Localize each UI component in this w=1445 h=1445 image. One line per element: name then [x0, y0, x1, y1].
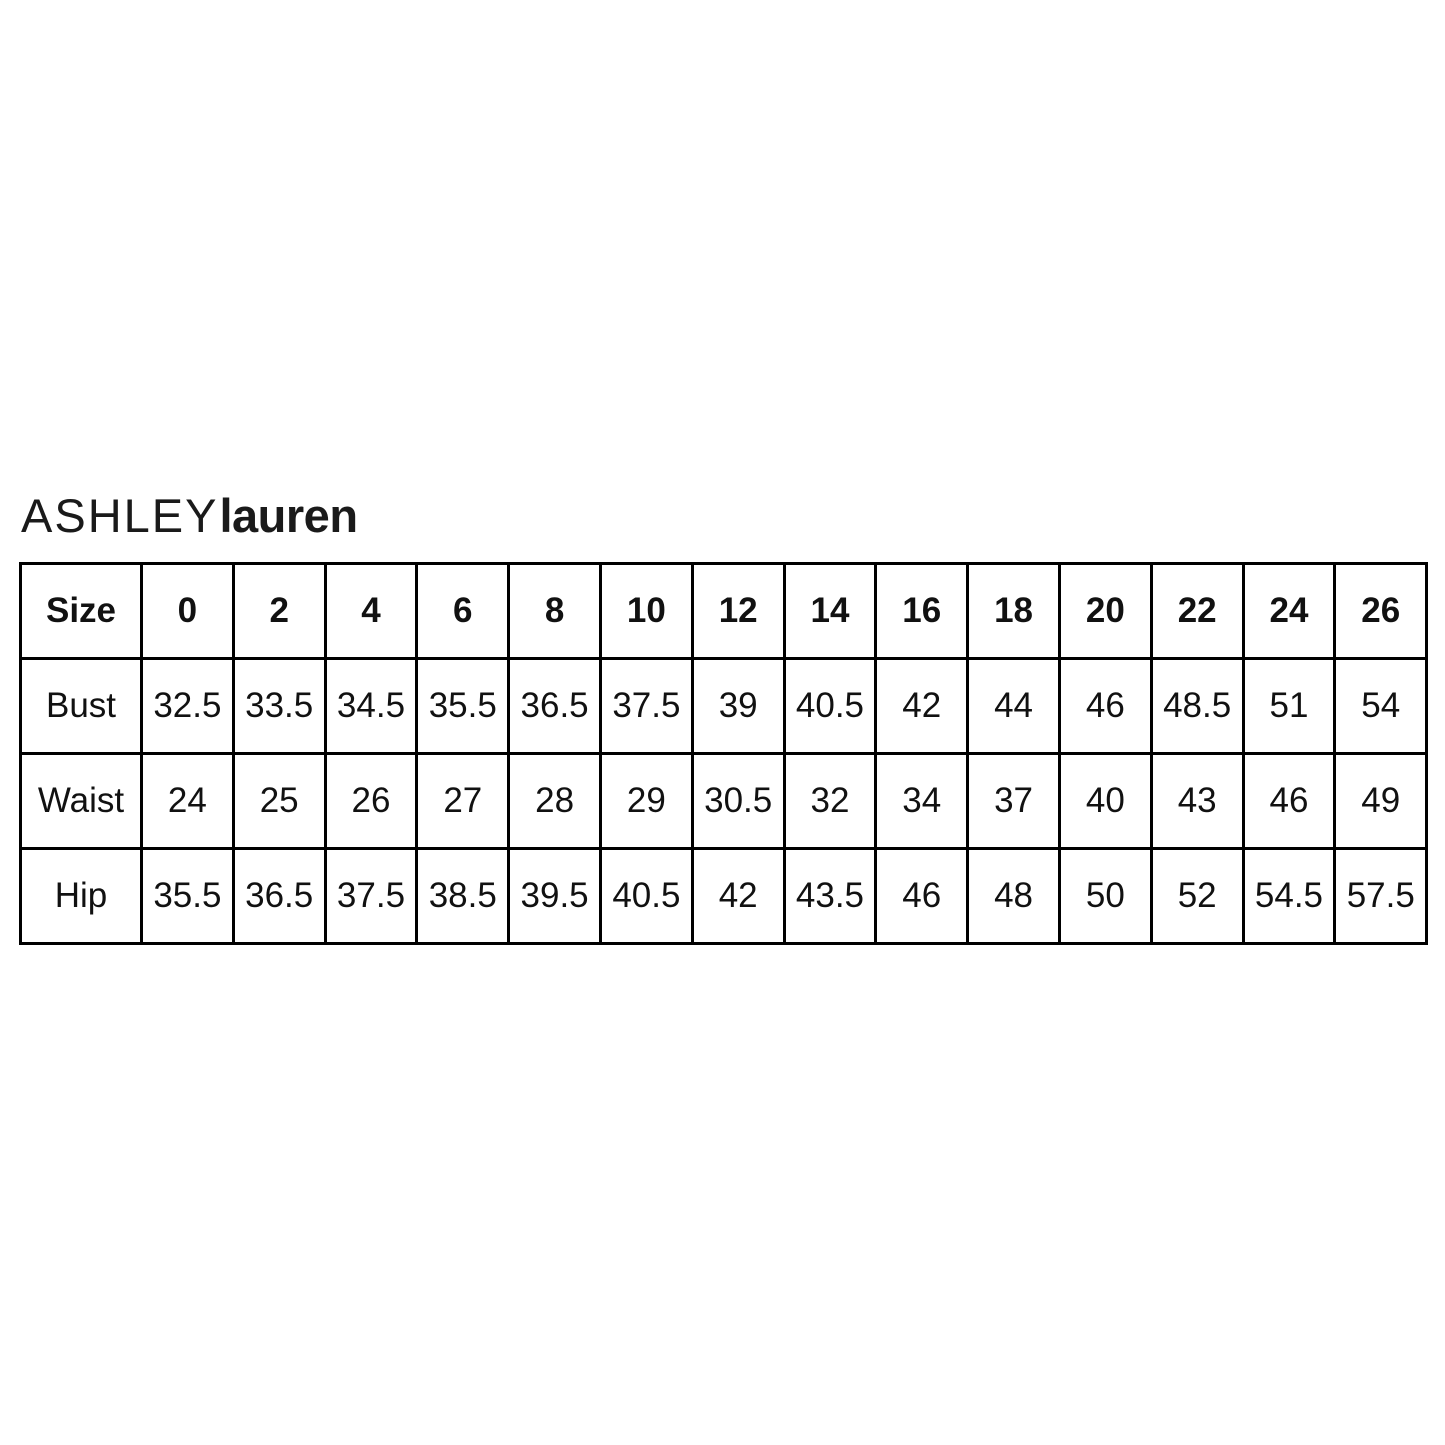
cell-bust-22: 48.5 — [1149, 657, 1245, 755]
header-cell-size-20: 20 — [1057, 562, 1153, 660]
brand-name-secondary: lauren — [219, 489, 358, 542]
cell-waist-18: 37 — [966, 752, 1061, 850]
cell-bust-2: 33.5 — [231, 657, 327, 755]
cell-bust-16: 42 — [874, 657, 970, 755]
cell-hip-2: 36.5 — [231, 847, 327, 945]
cell-hip-26: 57.5 — [1333, 847, 1429, 945]
table-body: Bust 32.5 33.5 34.5 35.5 36.5 37.5 39 40… — [19, 657, 1429, 945]
header-cell-size-18: 18 — [966, 562, 1061, 660]
table-header-row: Size 0 2 4 6 8 10 12 14 16 18 20 22 24 2… — [19, 562, 1429, 660]
cell-waist-24: 46 — [1241, 752, 1337, 850]
header-cell-size-12: 12 — [690, 562, 786, 660]
cell-waist-6: 27 — [415, 752, 511, 850]
cell-bust-24: 51 — [1241, 657, 1337, 755]
cell-bust-8: 36.5 — [507, 657, 602, 755]
table-row: Waist 24 25 26 27 28 29 30.5 32 34 37 40… — [19, 752, 1429, 850]
cell-waist-16: 34 — [874, 752, 970, 850]
cell-waist-20: 40 — [1057, 752, 1153, 850]
cell-waist-0: 24 — [140, 752, 235, 850]
cell-hip-12: 42 — [690, 847, 786, 945]
header-cell-size-6: 6 — [415, 562, 511, 660]
row-label-hip: Hip — [19, 847, 143, 945]
cell-hip-20: 50 — [1057, 847, 1153, 945]
header-cell-size-2: 2 — [231, 562, 327, 660]
header-cell-size-22: 22 — [1149, 562, 1245, 660]
header-cell-size-8: 8 — [507, 562, 602, 660]
brand-name-primary: ASHLEY — [21, 489, 219, 542]
table-head: Size 0 2 4 6 8 10 12 14 16 18 20 22 24 2… — [19, 562, 1429, 660]
size-chart-table-container: Size 0 2 4 6 8 10 12 14 16 18 20 22 24 2… — [19, 562, 1429, 945]
header-cell-size-10: 10 — [598, 562, 694, 660]
cell-hip-8: 39.5 — [507, 847, 602, 945]
row-label-waist: Waist — [19, 752, 143, 850]
cell-waist-26: 49 — [1333, 752, 1429, 850]
cell-waist-14: 32 — [782, 752, 878, 850]
cell-hip-22: 52 — [1149, 847, 1245, 945]
cell-hip-6: 38.5 — [415, 847, 511, 945]
header-cell-size-16: 16 — [874, 562, 970, 660]
cell-hip-14: 43.5 — [782, 847, 878, 945]
header-cell-size-0: 0 — [140, 562, 235, 660]
cell-waist-2: 25 — [231, 752, 327, 850]
cell-hip-24: 54.5 — [1241, 847, 1337, 945]
header-cell-size: Size — [19, 562, 143, 660]
size-chart-table: Size 0 2 4 6 8 10 12 14 16 18 20 22 24 2… — [19, 562, 1429, 945]
header-cell-size-24: 24 — [1241, 562, 1337, 660]
cell-waist-10: 29 — [598, 752, 694, 850]
cell-waist-22: 43 — [1149, 752, 1245, 850]
cell-hip-16: 46 — [874, 847, 970, 945]
cell-bust-18: 44 — [966, 657, 1061, 755]
cell-bust-4: 34.5 — [323, 657, 419, 755]
cell-waist-8: 28 — [507, 752, 602, 850]
cell-hip-0: 35.5 — [140, 847, 235, 945]
table-row: Hip 35.5 36.5 37.5 38.5 39.5 40.5 42 43.… — [19, 847, 1429, 945]
cell-bust-10: 37.5 — [598, 657, 694, 755]
cell-hip-4: 37.5 — [323, 847, 419, 945]
cell-hip-18: 48 — [966, 847, 1061, 945]
header-cell-size-14: 14 — [782, 562, 878, 660]
cell-bust-26: 54 — [1333, 657, 1429, 755]
cell-bust-20: 46 — [1057, 657, 1153, 755]
cell-bust-14: 40.5 — [782, 657, 878, 755]
header-cell-size-26: 26 — [1333, 562, 1429, 660]
cell-bust-0: 32.5 — [140, 657, 235, 755]
cell-waist-4: 26 — [323, 752, 419, 850]
header-cell-size-4: 4 — [323, 562, 419, 660]
table-row: Bust 32.5 33.5 34.5 35.5 36.5 37.5 39 40… — [19, 657, 1429, 755]
cell-hip-10: 40.5 — [598, 847, 694, 945]
cell-bust-6: 35.5 — [415, 657, 511, 755]
brand-logo: ASHLEY lauren — [21, 492, 358, 544]
cell-bust-12: 39 — [690, 657, 786, 755]
row-label-bust: Bust — [19, 657, 143, 755]
cell-waist-12: 30.5 — [690, 752, 786, 850]
